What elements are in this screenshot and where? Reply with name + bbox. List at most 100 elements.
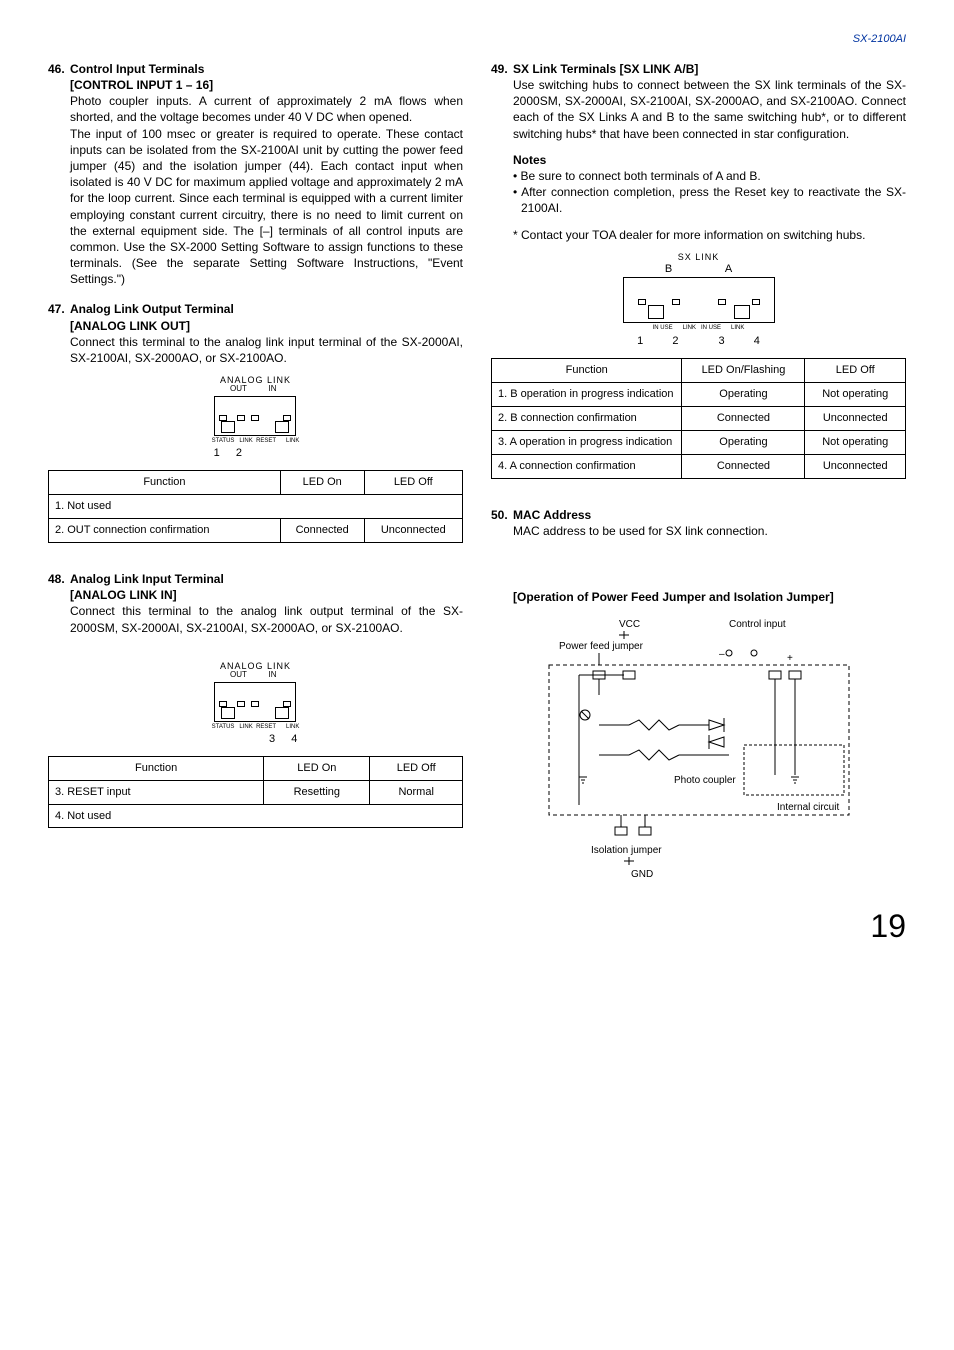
s48-diag-out: OUT <box>221 671 255 679</box>
s49-diag-a: A <box>699 263 759 275</box>
lbl-ic: Internal circuit <box>777 802 839 813</box>
s49-footnote: * Contact your TOA dealer for more infor… <box>513 227 906 243</box>
lbl-gnd: GND <box>631 869 653 880</box>
s49-diag-b: B <box>639 263 699 275</box>
header-model: SX-2100AI <box>48 32 906 47</box>
lbl-pc: Photo coupler <box>674 775 736 786</box>
s49-n3: 3 <box>700 335 744 347</box>
s48-body: Connect this terminal to the analog link… <box>70 603 463 635</box>
s49-diag-title: SX LINK <box>623 253 775 263</box>
s49-num: 49. <box>491 61 513 77</box>
circuit-diagram: VCC Control input Power feed jumper – + <box>529 615 869 885</box>
s48-r1c2: Resetting <box>264 780 370 804</box>
page-number: 19 <box>48 905 906 948</box>
right-column: 49.SX Link Terminals [SX LINK A/B] Use s… <box>491 61 906 885</box>
s49-n1: 1 <box>629 335 651 347</box>
s47-th1: Function <box>49 471 281 495</box>
s49-th3: LED Off <box>805 359 906 383</box>
s47-sub: [ANALOG LINK OUT] <box>70 318 463 334</box>
s48-sub: [ANALOG LINK IN] <box>70 587 463 603</box>
s48-n4: 4 <box>277 734 297 745</box>
s47-n2: 2 <box>236 448 256 459</box>
lbl-pfj: Power feed jumper <box>559 641 644 652</box>
s49-title: SX Link Terminals [SX LINK A/B] <box>513 62 698 76</box>
s48-title: Analog Link Input Terminal <box>70 572 224 586</box>
s48-diag-title: ANALOG LINK <box>212 662 300 671</box>
s49-note1: • Be sure to connect both terminals of A… <box>513 168 906 184</box>
s47-th3: LED Off <box>364 471 462 495</box>
lbl-vcc: VCC <box>619 619 640 630</box>
s49-r2c3: Unconnected <box>805 407 906 431</box>
s50-body: MAC address to be used for SX link conne… <box>513 523 906 539</box>
s50-title: MAC Address <box>513 508 591 522</box>
left-column: 46.Control Input Terminals [CONTROL INPU… <box>48 61 463 885</box>
s47-diag-in: IN <box>255 385 289 393</box>
s49-th2: LED On/Flashing <box>682 359 805 383</box>
s49-r2c1: 2. B connection confirmation <box>492 407 682 431</box>
s49-r4c3: Unconnected <box>805 454 906 478</box>
lbl-minus: – <box>719 649 725 660</box>
s48-th2: LED On <box>264 756 370 780</box>
s47-diag-lbls: STATUS LINK RESET LINK <box>212 438 300 444</box>
s47-num: 47. <box>48 301 70 317</box>
s49-note2: • After connection completion, press the… <box>513 184 906 216</box>
s47-diag-out: OUT <box>221 385 255 393</box>
section-49: 49.SX Link Terminals [SX LINK A/B] Use s… <box>491 61 906 479</box>
s48-r1c3: Normal <box>370 780 463 804</box>
content-columns: 46.Control Input Terminals [CONTROL INPU… <box>48 61 906 885</box>
s48-diagram: ANALOG LINK OUTIN STATUS LINK RESET LINK… <box>48 662 463 746</box>
s49-r4c2: Connected <box>682 454 805 478</box>
s47-body: Connect this terminal to the analog link… <box>70 334 463 366</box>
s48-th3: LED Off <box>370 756 463 780</box>
s49-notes-title: Notes <box>513 152 906 168</box>
s49-diagram: SX LINK BA IN USE LINK IN USE LINK 1 <box>491 253 906 349</box>
s49-r3c3: Not operating <box>805 431 906 455</box>
lbl-ij: Isolation jumper <box>591 845 662 856</box>
s47-r2c1: 2. OUT connection confirmation <box>49 519 281 543</box>
s48-th1: Function <box>49 756 264 780</box>
section-48: 48.Analog Link Input Terminal [ANALOG LI… <box>48 571 463 828</box>
s48-r1c1: 3. RESET input <box>49 780 264 804</box>
s48-diag-lbls: STATUS LINK RESET LINK <box>212 724 300 730</box>
s47-r1c1: 1. Not used <box>49 495 463 519</box>
s49-n2: 2 <box>653 335 697 347</box>
jumper-section: [Operation of Power Feed Jumper and Isol… <box>491 589 906 885</box>
s46-body: Photo coupler inputs. A current of appro… <box>70 93 463 287</box>
s48-num: 48. <box>48 571 70 587</box>
s47-diagram: ANALOG LINK OUTIN STATUS LINK RESET LINK… <box>48 376 463 460</box>
s49-n4: 4 <box>746 335 768 347</box>
jumper-title: [Operation of Power Feed Jumper and Isol… <box>513 589 906 605</box>
s48-r2c1: 4. Not used <box>49 804 463 828</box>
s49-r3c1: 3. A operation in progress indication <box>492 431 682 455</box>
lbl-plus: + <box>787 653 793 664</box>
s49-r1c3: Not operating <box>805 383 906 407</box>
lbl-ctrl: Control input <box>729 619 786 630</box>
s49-lbl-r: IN USE LINK <box>701 325 744 331</box>
section-47: 47.Analog Link Output Terminal [ANALOG L… <box>48 301 463 542</box>
s49-r3c2: Operating <box>682 431 805 455</box>
s49-body: Use switching hubs to connect between th… <box>513 77 906 142</box>
s49-table: Function LED On/Flashing LED Off 1. B op… <box>491 358 906 478</box>
s47-th2: LED On <box>280 471 364 495</box>
s50-num: 50. <box>491 507 513 523</box>
s46-title: Control Input Terminals <box>70 62 204 76</box>
s47-title: Analog Link Output Terminal <box>70 302 234 316</box>
s48-n3: 3 <box>255 734 275 745</box>
s49-r1c1: 1. B operation in progress indication <box>492 383 682 407</box>
s47-diag-title: ANALOG LINK <box>212 376 300 385</box>
s49-r4c1: 4. A connection confirmation <box>492 454 682 478</box>
s47-table: Function LED On LED Off 1. Not used 2. O… <box>48 470 463 543</box>
s47-r2c2: Connected <box>280 519 364 543</box>
s49-r1c2: Operating <box>682 383 805 407</box>
s46-sub: [CONTROL INPUT 1 – 16] <box>70 77 463 93</box>
s48-table: Function LED On LED Off 3. RESET input R… <box>48 756 463 829</box>
section-46: 46.Control Input Terminals [CONTROL INPU… <box>48 61 463 288</box>
s47-r2c3: Unconnected <box>364 519 462 543</box>
section-50: 50.MAC Address MAC address to be used fo… <box>491 507 906 539</box>
s48-diag-in: IN <box>255 671 289 679</box>
s49-r2c2: Connected <box>682 407 805 431</box>
s49-lbl-l: IN USE LINK <box>653 325 696 331</box>
s47-n1: 1 <box>214 448 234 459</box>
s49-th1: Function <box>492 359 682 383</box>
s46-num: 46. <box>48 61 70 77</box>
